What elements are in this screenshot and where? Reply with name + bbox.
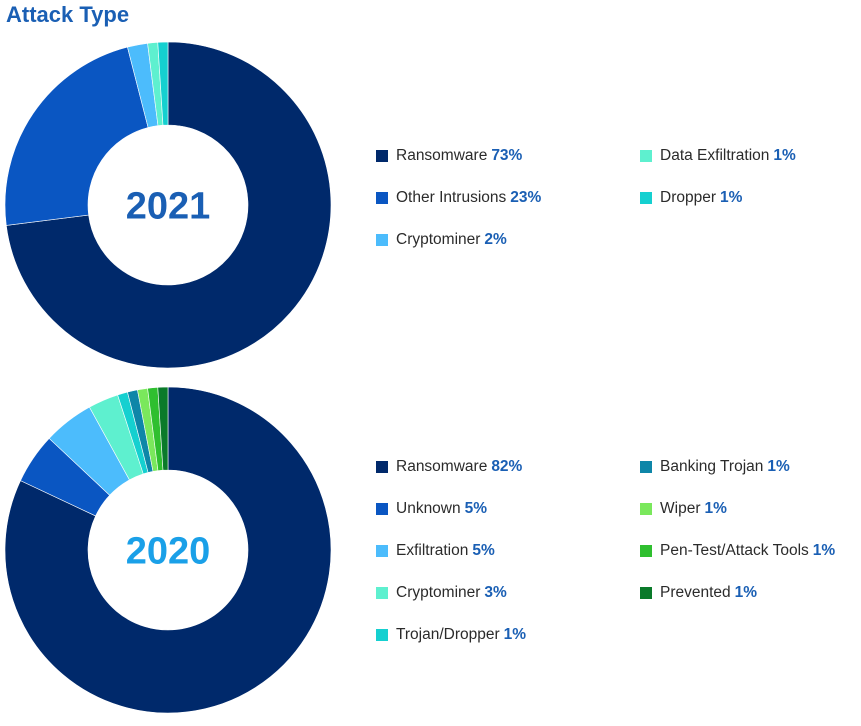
- legend-label: Ransomware: [396, 147, 488, 164]
- legend-item: Prevented 1%: [640, 584, 757, 602]
- legend-label: Unknown: [396, 500, 461, 517]
- legend-label: Banking Trojan: [660, 458, 764, 475]
- legend-item: Trojan/Dropper 1%: [376, 626, 526, 644]
- slice-ransomware: [4, 386, 332, 714]
- legend-item: Banking Trojan 1%: [640, 458, 790, 476]
- center-label-2021: 2021: [126, 186, 211, 228]
- chart-title: Attack Type: [6, 2, 130, 27]
- legend-item: Cryptominer 3%: [376, 584, 507, 602]
- slice-other-intrusions: [4, 46, 149, 226]
- legend-label: Other Intrusions: [396, 189, 507, 206]
- slice-ransomware: [5, 41, 332, 369]
- legend-label: Wiper: [660, 500, 701, 517]
- legend-label: Ransomware: [396, 458, 488, 475]
- legend-swatch: [376, 192, 388, 204]
- legend-label: Exfiltration: [396, 542, 469, 559]
- legend-swatch: [640, 461, 652, 473]
- legend-percent: 1%: [773, 147, 796, 164]
- legend-percent: 73%: [491, 147, 523, 164]
- legend-label: Prevented: [660, 584, 731, 601]
- legend-label: Cryptominer: [396, 231, 481, 248]
- legend-item: Other Intrusions 23%: [376, 189, 541, 207]
- legend-label: Cryptominer: [396, 584, 481, 601]
- legend-label: Data Exfiltration: [660, 147, 770, 164]
- legend-percent: 82%: [491, 458, 523, 475]
- legend-swatch: [640, 503, 652, 515]
- legend-percent: 1%: [812, 542, 836, 559]
- legend-item: Ransomware 82%: [376, 458, 522, 476]
- legend-swatch: [376, 545, 388, 557]
- legend-percent: 5%: [464, 500, 488, 517]
- legend-swatch: [376, 461, 388, 473]
- legend-label: Trojan/Dropper: [396, 626, 500, 643]
- legend-percent: 1%: [704, 500, 727, 517]
- legend-item: Wiper 1%: [640, 500, 727, 518]
- legend-swatch: [376, 234, 388, 246]
- legend-label: Dropper: [660, 189, 716, 206]
- legend-percent: 1%: [720, 189, 743, 206]
- legend-item: Exfiltration 5%: [376, 542, 495, 560]
- legend-item: Ransomware 73%: [376, 147, 522, 165]
- legend-item: Cryptominer 2%: [376, 231, 507, 249]
- legend-percent: 1%: [734, 584, 758, 601]
- legend-item: Unknown 5%: [376, 500, 487, 518]
- legend-swatch: [376, 629, 388, 641]
- legend-percent: 5%: [472, 542, 495, 559]
- legend-swatch: [376, 150, 388, 162]
- legend-swatch: [640, 192, 652, 204]
- legend-percent: 23%: [510, 189, 542, 206]
- slice-dropper: [157, 41, 169, 126]
- legend-item: Data Exfiltration 1%: [640, 147, 796, 165]
- legend-percent: 3%: [484, 584, 507, 601]
- legend-swatch: [640, 150, 652, 162]
- legend-label: Pen-Test/Attack Tools: [660, 542, 809, 559]
- legend-item: Dropper 1%: [640, 189, 742, 207]
- legend-percent: 2%: [484, 231, 507, 248]
- legend-percent: 1%: [503, 626, 527, 643]
- legend-swatch: [376, 587, 388, 599]
- legend-swatch: [640, 545, 652, 557]
- legend-swatch: [640, 587, 652, 599]
- center-label-2020: 2020: [126, 531, 211, 573]
- legend-percent: 1%: [767, 458, 790, 475]
- legend-swatch: [376, 503, 388, 515]
- slice-prevented: [157, 386, 169, 471]
- legend-item: Pen-Test/Attack Tools 1%: [640, 542, 835, 560]
